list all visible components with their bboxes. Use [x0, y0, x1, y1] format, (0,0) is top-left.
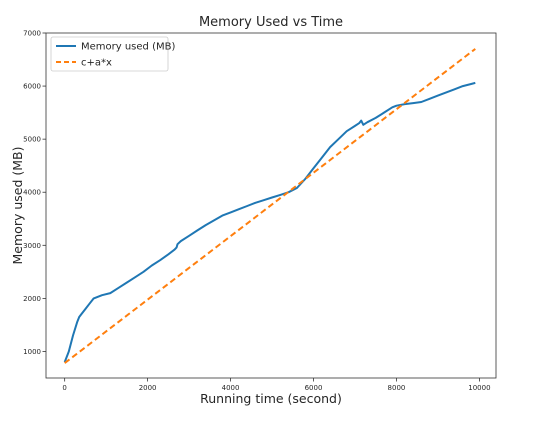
- legend-label-fit: c+a*x: [81, 58, 112, 69]
- series-line-fit: [64, 48, 476, 364]
- x-tick-label: 2000: [139, 384, 157, 392]
- x-axis-ticks: 0 2000 4000 6000 8000 10000: [62, 378, 491, 392]
- plot-area: [45, 32, 497, 379]
- chart-title: Memory Used vs Time: [199, 15, 343, 30]
- y-axis-ticks: 1000 2000 3000 4000 5000 6000 7000: [23, 30, 46, 356]
- legend-label-memory-used: Memory used (MB): [81, 42, 175, 53]
- x-tick-label: 0: [62, 384, 66, 392]
- x-tick-label: 10000: [468, 384, 490, 392]
- y-tick-label: 3000: [23, 242, 41, 250]
- x-tick-label: 4000: [222, 384, 240, 392]
- plot-frame: [45, 32, 497, 379]
- y-tick-label: 2000: [23, 295, 41, 303]
- y-tick-label: 7000: [23, 30, 41, 38]
- legend-box: [50, 36, 169, 72]
- y-tick-label: 6000: [23, 83, 41, 91]
- series-layer: [63, 48, 476, 364]
- series-line-memory-used: [63, 81, 476, 363]
- legend: Memory used (MB) c+a*x: [50, 36, 175, 72]
- y-tick-label: 5000: [23, 136, 41, 144]
- x-axis-label: Running time (second): [200, 391, 342, 406]
- x-tick-label: 8000: [388, 384, 406, 392]
- x-tick-label: 6000: [305, 384, 323, 392]
- y-tick-label: 1000: [23, 348, 41, 356]
- y-tick-label: 4000: [23, 189, 41, 197]
- y-axis-label: Memory used (MB): [10, 147, 25, 265]
